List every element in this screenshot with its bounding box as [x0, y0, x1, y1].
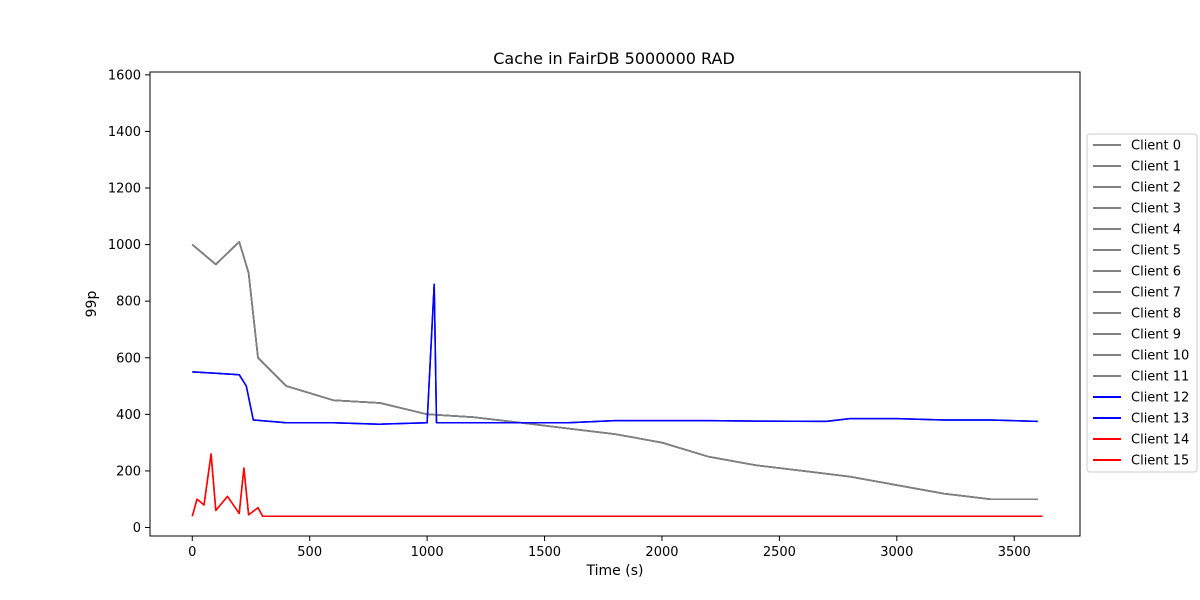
series-line-client-1 [191, 241, 1038, 500]
series-line-client-0 [191, 241, 1038, 500]
y-tick-label: 200 [116, 464, 141, 479]
series-line-client-15 [191, 453, 1043, 517]
y-tick-label: 1400 [108, 125, 141, 140]
series-line-client-10 [191, 241, 1038, 500]
legend-label: Client 2 [1131, 181, 1181, 196]
x-tick-label: 3500 [998, 545, 1031, 560]
series-line-client-7 [191, 241, 1038, 500]
series-line-client-4 [191, 241, 1038, 500]
legend-label: Client 15 [1131, 454, 1189, 469]
legend-box [1086, 133, 1198, 473]
legend-label: Client 9 [1131, 328, 1181, 343]
legend-label: Client 14 [1131, 433, 1189, 448]
legend-label: Client 0 [1131, 139, 1181, 154]
x-tick-label: 1500 [528, 545, 561, 560]
y-tick-label: 800 [116, 295, 141, 310]
plot-area [149, 71, 1081, 537]
legend-label: Client 1 [1131, 160, 1181, 175]
series-line-client-5 [191, 241, 1038, 500]
series-line-client-11 [191, 241, 1038, 500]
x-tick-label: 2000 [645, 545, 678, 560]
series-line-client-9 [191, 241, 1038, 500]
series-line-client-3 [191, 241, 1038, 500]
legend: Client 0 Client 1 Client 2 Client 3 Client 4… [1086, 133, 1198, 473]
series-layer [191, 241, 1043, 517]
chart-title: Cache in FairDB 5000000 RAD [493, 49, 735, 68]
y-tick-label: 1000 [108, 238, 141, 253]
x-tick-label: 1000 [411, 545, 444, 560]
plot-frame [149, 71, 1081, 537]
y-tick-label: 0 [133, 521, 141, 536]
x-tick-label: 500 [297, 545, 322, 560]
y-tick-label: 600 [116, 351, 141, 366]
x-axis: 0 500 1000 1500 2000 2500 3000 3500 [188, 536, 1031, 560]
x-tick-label: 0 [188, 545, 196, 560]
y-axis: 0 200 400 600 800 1000 1200 1400 1600 [108, 68, 150, 536]
y-axis-title: 99p [84, 291, 100, 318]
y-tick-label: 1600 [108, 68, 141, 83]
series-line-client-8 [191, 241, 1038, 500]
x-tick-label: 3000 [880, 545, 913, 560]
x-tick-label: 2500 [763, 545, 796, 560]
series-line-client-6 [191, 241, 1038, 500]
legend-label: Client 8 [1131, 307, 1181, 322]
series-line-client-2 [191, 241, 1038, 500]
series-line-client-14 [191, 453, 1043, 517]
legend-label: Client 12 [1131, 391, 1189, 406]
legend-label: Client 5 [1131, 244, 1181, 259]
legend-label: Client 11 [1131, 370, 1189, 385]
legend-label: Client 7 [1131, 286, 1181, 301]
legend-label: Client 4 [1131, 223, 1181, 238]
series-line-client-13 [192, 283, 1038, 425]
legend-label: Client 13 [1131, 412, 1189, 427]
series-line-client-12 [192, 283, 1038, 425]
y-tick-label: 400 [116, 408, 141, 423]
x-axis-title: Time (s) [586, 563, 644, 579]
legend-items: Client 0 Client 1 Client 2 Client 3 Client 4… [1093, 139, 1189, 469]
y-tick-label: 1200 [108, 182, 141, 197]
legend-label: Client 6 [1131, 265, 1181, 280]
legend-label: Client 3 [1131, 202, 1181, 217]
legend-label: Client 10 [1131, 349, 1189, 364]
